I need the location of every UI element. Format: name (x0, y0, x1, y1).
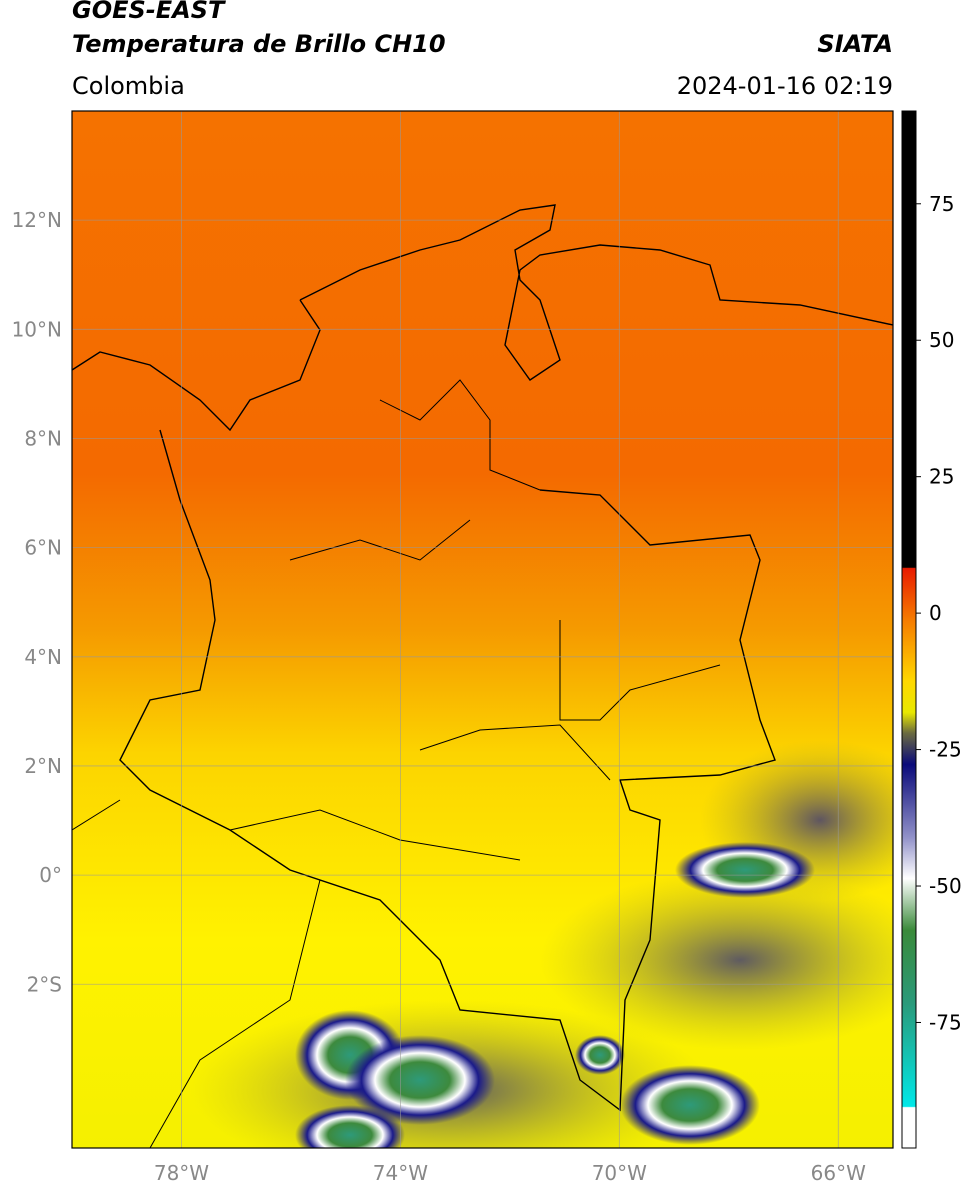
colorbar-tick-label: 75 (929, 192, 954, 216)
y-tick-label: 12°N (12, 208, 62, 232)
y-tick-label: 4°N (24, 645, 62, 669)
colorbar-tick-label: -50 (929, 874, 962, 898)
map-frame (71, 110, 894, 1149)
x-tick-label: 78°W (154, 1161, 209, 1185)
subtitle: Temperatura de Brillo CH10 (72, 30, 446, 58)
y-tick-label: 2°S (27, 972, 62, 996)
y-tick-label: 2°N (24, 754, 62, 778)
map-image (72, 111, 893, 1148)
colorbar-tick-label: -75 (929, 1010, 962, 1034)
region: Colombia (72, 72, 185, 100)
source: SIATA (817, 30, 893, 58)
colorbar-tick-label: -25 (929, 738, 962, 762)
colorbar-tick-label: 25 (929, 465, 954, 489)
colorbar-tick-label: 50 (929, 328, 954, 352)
x-tick-label: 66°W (811, 1161, 866, 1185)
colorbar (901, 110, 917, 1149)
y-tick-label: 8°N (24, 426, 62, 450)
x-tick-label: 74°W (373, 1161, 428, 1185)
y-tick-label: 0° (39, 863, 62, 887)
grid (72, 111, 893, 1148)
y-tick-label: 10°N (12, 317, 62, 341)
title: GOES-EAST (72, 0, 226, 24)
y-tick-label: 6°N (24, 536, 62, 560)
datetime: 2024-01-16 02:19 (677, 72, 893, 100)
x-tick-label: 70°W (592, 1161, 647, 1185)
colorbar-tick-label: 0 (929, 601, 942, 625)
